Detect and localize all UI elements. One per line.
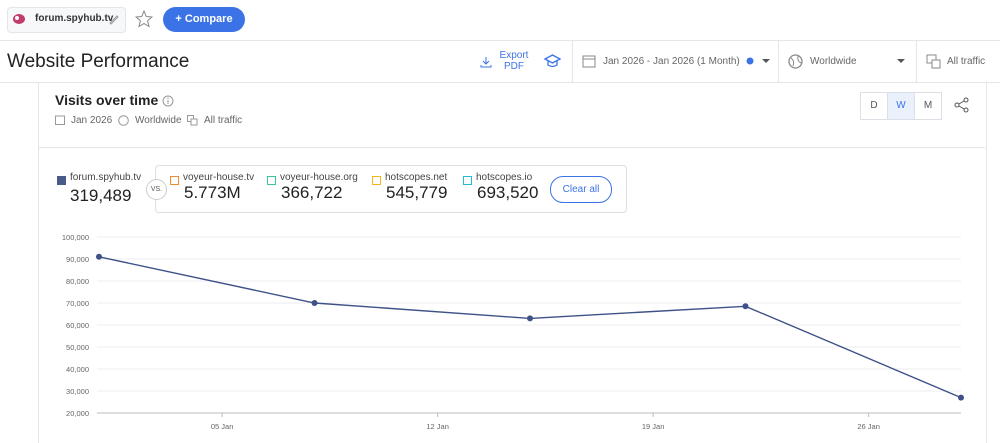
y-tick-label: 80,000 [66, 277, 89, 286]
date-range[interactable]: Jan 2026 - Jan 2026 (1 Month) [603, 56, 740, 67]
site-visits: 5.773M [184, 183, 241, 202]
x-tick-label: 12 Jan [426, 422, 449, 431]
visits-line [98, 256, 962, 399]
region[interactable]: Worldwide [810, 56, 857, 67]
traffic-icon [926, 54, 941, 69]
traffic-icon [187, 115, 198, 126]
site-visits: 545,779 [386, 183, 448, 202]
globe-icon [118, 115, 129, 126]
site-checkbox[interactable] [463, 176, 472, 185]
y-tick-label: 90,000 [66, 255, 89, 264]
calendar-icon [582, 55, 596, 68]
y-tick-label: 70,000 [66, 299, 89, 308]
card-date: Jan 2026 [71, 115, 113, 126]
domain: forum.spyhub.tv [35, 13, 114, 24]
y-tick-label: 50,000 [66, 343, 89, 352]
x-tick-label: 19 Jan [642, 422, 665, 431]
site-name: forum.spyhub.tv [70, 172, 142, 183]
page-title: Website Performance [7, 51, 190, 72]
y-tick-label: 60,000 [66, 321, 89, 330]
x-tick-label: 05 Jan [211, 422, 234, 431]
info-icon[interactable] [162, 95, 174, 107]
site-visits: 319,489 [70, 186, 132, 205]
globe-icon [788, 54, 803, 69]
vs-badge: VS. [146, 179, 167, 200]
edit-icon[interactable] [108, 13, 120, 25]
y-tick-label: 40,000 [66, 365, 89, 374]
domain-chip[interactable] [7, 7, 126, 33]
site-visits: 366,722 [281, 183, 343, 202]
site-checkbox[interactable] [267, 176, 276, 185]
card-region: Worldwide [135, 115, 182, 126]
calendar-icon [55, 115, 65, 125]
y-tick-label: 100,000 [62, 233, 89, 242]
academy-icon[interactable] [544, 54, 561, 68]
card-title: Visits over time [55, 92, 159, 108]
region-dropdown[interactable] [896, 58, 906, 64]
y-tick-label: 30,000 [66, 387, 89, 396]
site-checkbox[interactable] [57, 176, 66, 185]
share-icon[interactable] [954, 97, 970, 113]
granularity-button[interactable]: D [860, 92, 888, 120]
site-name: hotscopes.io [476, 172, 533, 183]
site-name: voyeur-house.org [280, 172, 358, 183]
data-point [96, 253, 102, 260]
compare-button[interactable]: + Compare [163, 7, 245, 32]
y-tick-label: 20,000 [66, 409, 89, 418]
traffic[interactable]: All traffic [947, 56, 986, 67]
card-traffic: All traffic [204, 115, 243, 126]
site-name: hotscopes.net [385, 172, 448, 183]
card [38, 83, 987, 443]
clear-all-button[interactable]: Clear all [550, 176, 612, 203]
data-point [311, 300, 318, 306]
site-name: voyeur-house.tv [183, 172, 255, 183]
favicon [13, 14, 25, 24]
chart: 20,000 30,000 40,000 50,000 60,000 70,000 80,0… [62, 233, 964, 431]
site-checkbox[interactable] [372, 176, 381, 185]
data-point [742, 303, 749, 310]
export-pdf[interactable]: Export PDF [499, 50, 529, 72]
x-tick-label: 26 Jan [857, 422, 880, 431]
site-checkbox[interactable] [170, 176, 179, 185]
data-point [527, 315, 533, 322]
granularity-button[interactable]: W [887, 92, 915, 120]
star-icon[interactable] [135, 10, 153, 28]
export-icon [480, 57, 492, 68]
granularity-button[interactable]: M [914, 92, 942, 120]
data-point [958, 394, 964, 401]
date-dropdown[interactable] [745, 56, 775, 66]
site-visits: 693,520 [477, 183, 539, 202]
